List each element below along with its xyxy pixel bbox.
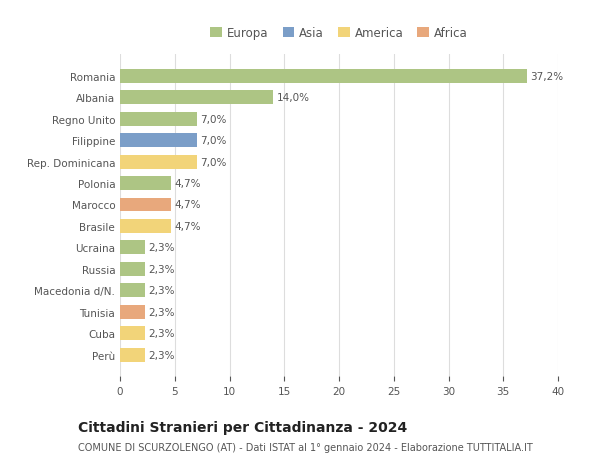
Bar <box>120 134 197 148</box>
Text: 2,3%: 2,3% <box>148 329 175 338</box>
Text: 2,3%: 2,3% <box>148 350 175 360</box>
Bar <box>120 326 145 341</box>
Bar <box>120 155 197 169</box>
Text: 2,3%: 2,3% <box>148 285 175 296</box>
Text: 4,7%: 4,7% <box>175 200 201 210</box>
Text: 2,3%: 2,3% <box>148 307 175 317</box>
Bar <box>120 70 527 84</box>
Text: 37,2%: 37,2% <box>530 72 564 82</box>
Bar <box>120 305 145 319</box>
Bar <box>120 177 172 190</box>
Text: 14,0%: 14,0% <box>277 93 310 103</box>
Text: 2,3%: 2,3% <box>148 243 175 253</box>
Text: 7,0%: 7,0% <box>200 114 226 124</box>
Text: 4,7%: 4,7% <box>175 221 201 231</box>
Text: 7,0%: 7,0% <box>200 136 226 146</box>
Bar <box>120 112 197 126</box>
Text: 7,0%: 7,0% <box>200 157 226 167</box>
Text: COMUNE DI SCURZOLENGO (AT) - Dati ISTAT al 1° gennaio 2024 - Elaborazione TUTTIT: COMUNE DI SCURZOLENGO (AT) - Dati ISTAT … <box>78 442 533 452</box>
Bar <box>120 284 145 297</box>
Legend: Europa, Asia, America, Africa: Europa, Asia, America, Africa <box>206 22 472 45</box>
Bar <box>120 348 145 362</box>
Text: 2,3%: 2,3% <box>148 264 175 274</box>
Bar <box>120 198 172 212</box>
Bar <box>120 241 145 255</box>
Text: Cittadini Stranieri per Cittadinanza - 2024: Cittadini Stranieri per Cittadinanza - 2… <box>78 420 407 434</box>
Bar <box>120 262 145 276</box>
Text: 4,7%: 4,7% <box>175 179 201 189</box>
Bar <box>120 219 172 233</box>
Bar <box>120 91 274 105</box>
